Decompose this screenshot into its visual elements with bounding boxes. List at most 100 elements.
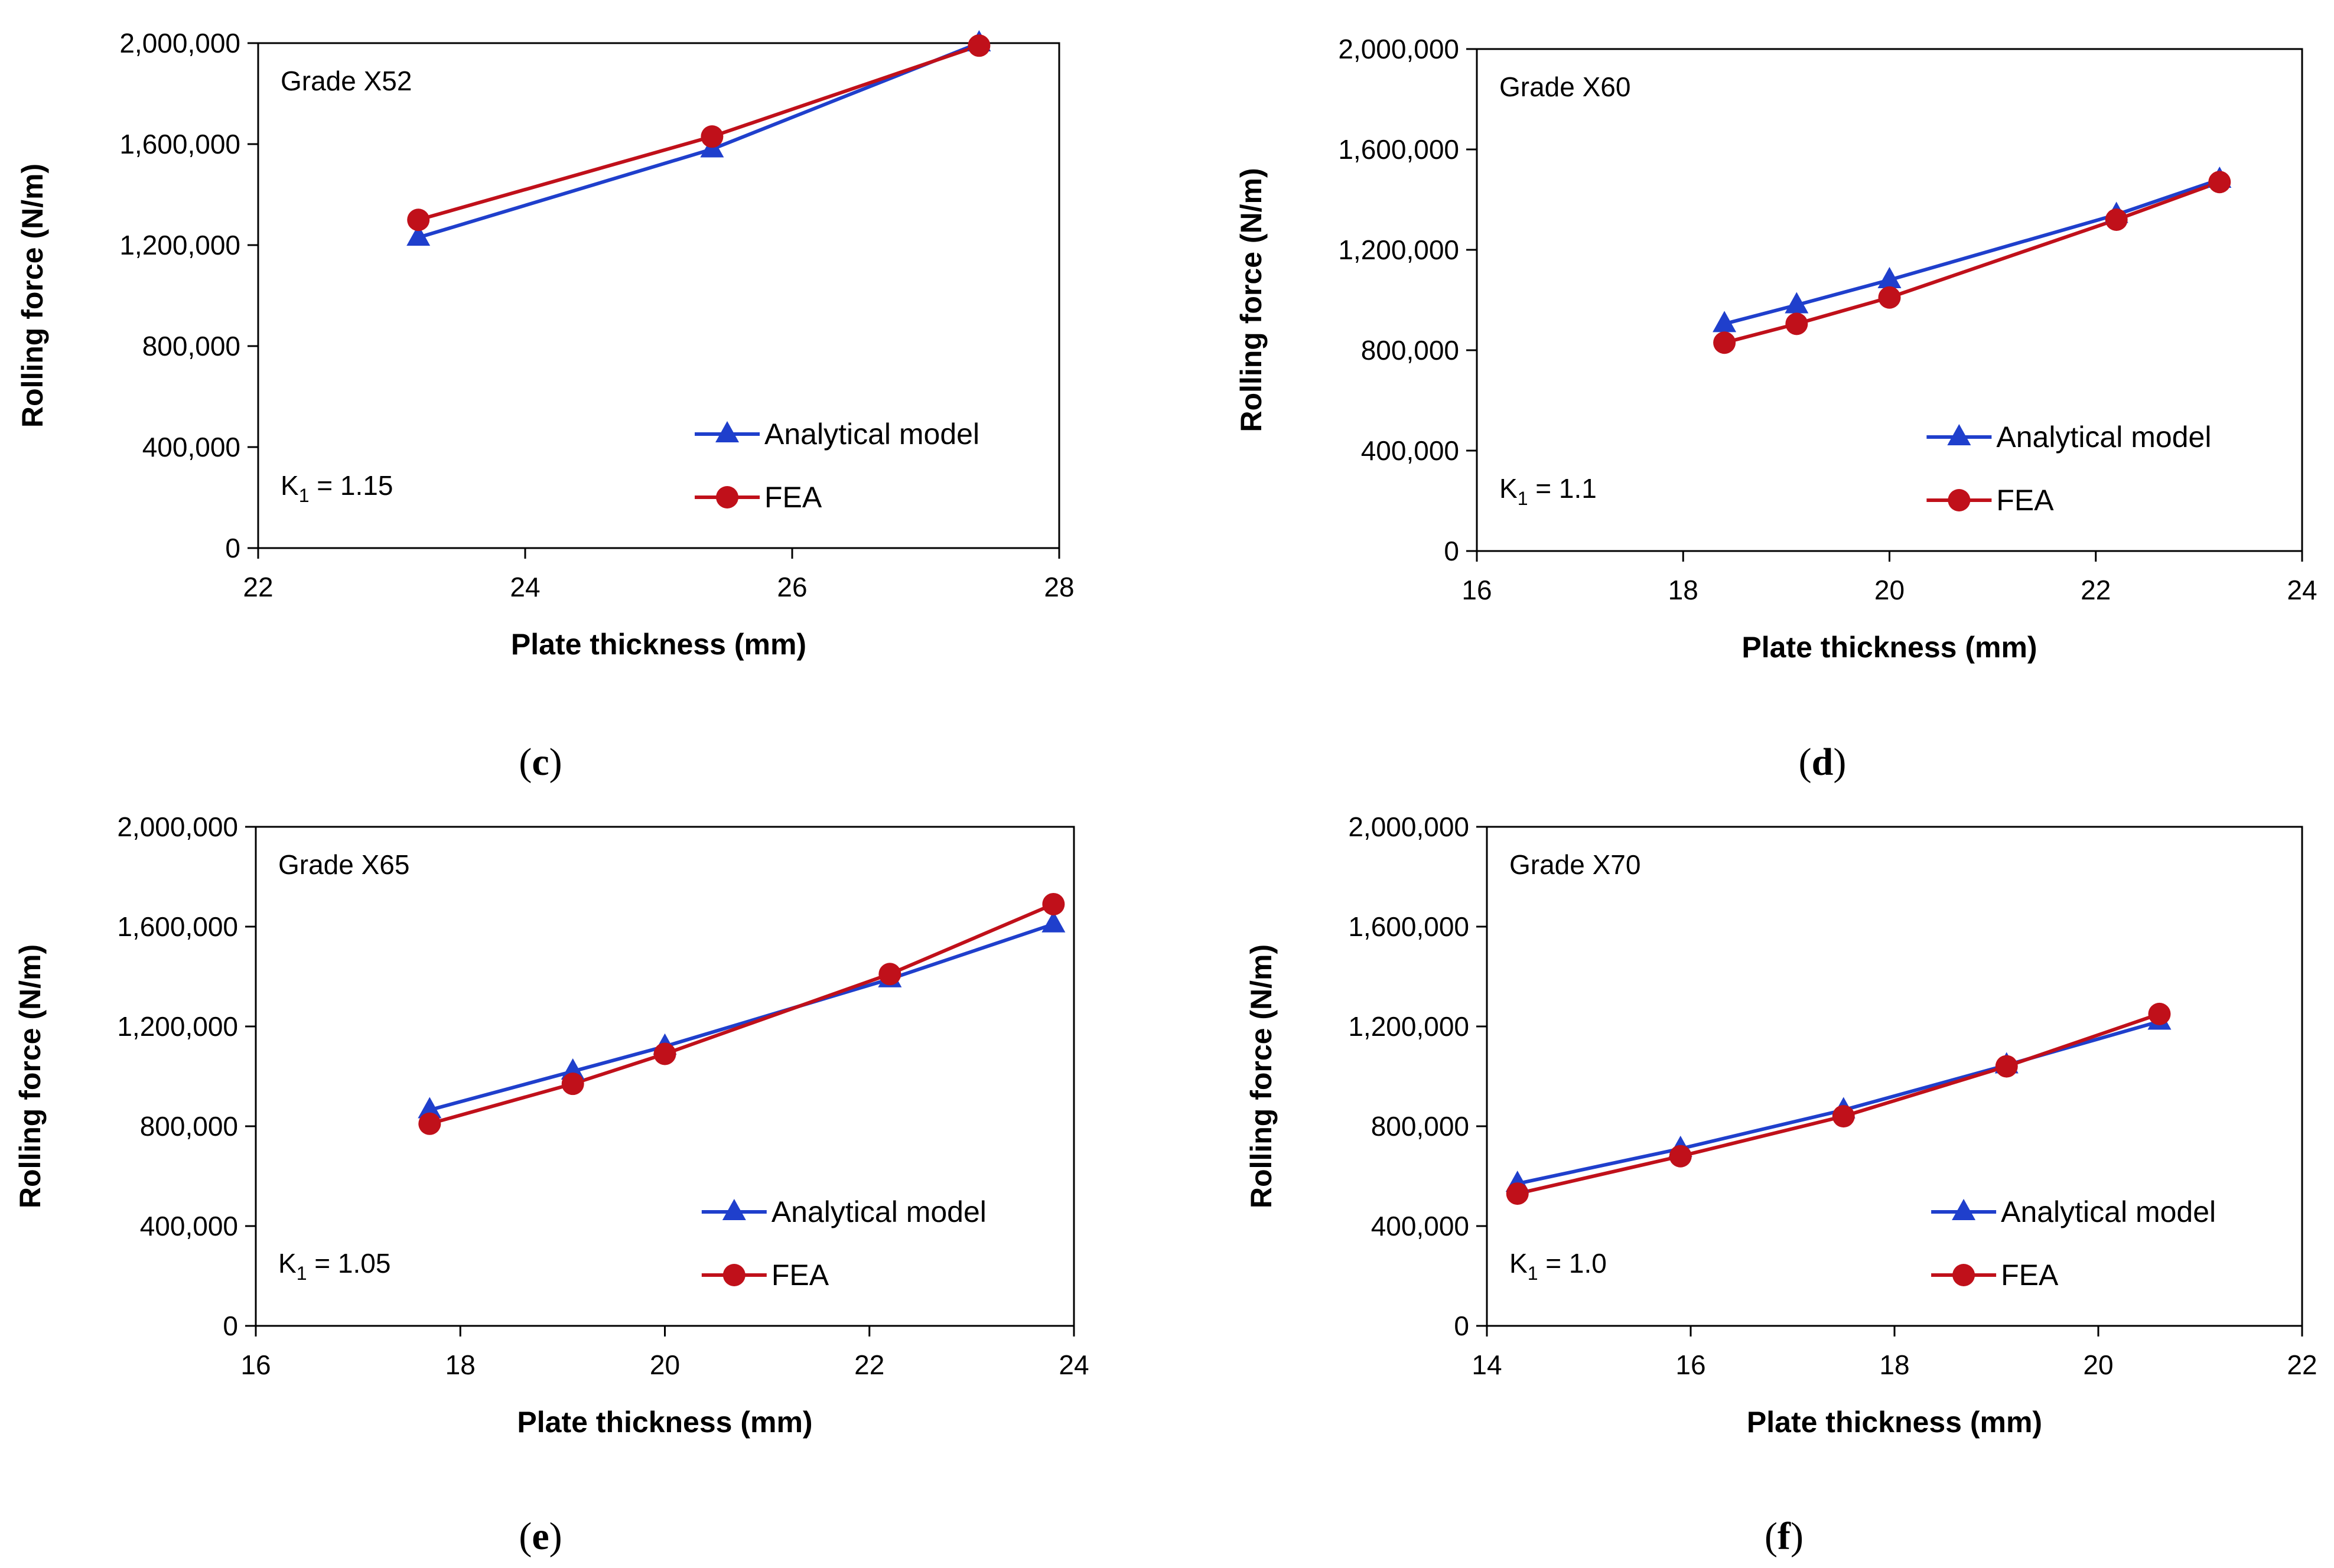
legend-marker-fea (1948, 489, 1971, 511)
plot-frame (257, 42, 1060, 549)
x-tick-label: 22 (854, 1349, 884, 1380)
data-point-fea (1042, 892, 1065, 915)
caption-letter: e (532, 1515, 549, 1558)
x-tick-label: 18 (1879, 1349, 1909, 1380)
data-point-fea (2208, 171, 2231, 194)
y-axis-title: Rolling force (N/m) (1245, 944, 1278, 1208)
plot-frame (1486, 826, 2303, 1327)
legend-label-fea: FEA (2001, 1259, 2059, 1292)
k1-subscript: 1 (299, 485, 310, 506)
data-point-analytical (1041, 911, 1066, 933)
data-point-analytical (418, 1097, 442, 1119)
data-point-analytical (1785, 292, 1809, 314)
chart-panel-d: 0 400,000 800,000 1,200,000 1,600,000 2,000,0… (1235, 34, 2317, 784)
series-line-fea (429, 902, 1054, 1126)
x-tick-label: 24 (510, 572, 540, 602)
chart-panel-c: 0 400,000 800,000 1,200,000 1,600,000 2,000,0… (16, 28, 1075, 784)
grade-annotation: Grade X65 (278, 849, 409, 880)
data-point-fea (407, 208, 430, 232)
caption-close: ) (1833, 741, 1846, 784)
y-tick-label: 1,600,000 (1348, 911, 1469, 942)
k1-subscript: 1 (297, 1263, 307, 1284)
caption-close: ) (549, 1515, 562, 1558)
legend-label-analytical: Analytical model (772, 1195, 987, 1228)
y-tick-label: 800,000 (1361, 335, 1459, 366)
y-tick-label: 2,000,000 (117, 811, 238, 842)
caption-letter: c (532, 741, 549, 784)
x-tick-label: 28 (1044, 572, 1074, 602)
caption-letter: f (1778, 1515, 1791, 1558)
data-point-fea (561, 1073, 584, 1096)
legend-marker-fea (722, 1264, 746, 1286)
y-tick-label: 400,000 (1371, 1211, 1469, 1241)
y-tick-label: 2,000,000 (119, 28, 240, 58)
y-tick-label: 1,600,000 (117, 911, 238, 942)
data-point-fea (418, 1112, 441, 1135)
caption-open: ( (519, 1515, 532, 1558)
data-point-fea (701, 125, 724, 148)
y-tick-label: 400,000 (142, 432, 240, 462)
chart-panel-f: 0 400,000 800,000 1,200,000 1,600,000 2,000,0… (1245, 811, 2317, 1558)
y-tick-label: 400,000 (1361, 435, 1459, 466)
legend-marker-analytical (1947, 424, 1971, 445)
grade-annotation: Grade X70 (1509, 849, 1640, 880)
series-line-fea (1517, 1012, 2160, 1195)
data-point-fea (2105, 208, 2128, 231)
y-tick-label: 1,600,000 (119, 129, 240, 159)
x-tick-label: 22 (243, 572, 273, 602)
y-axis-title: Rolling force (N/m) (16, 164, 49, 428)
y-tick-label: 400,000 (140, 1211, 238, 1241)
k1-annotation: K1 = 1.05 (278, 1248, 390, 1284)
legend-label-fea: FEA (1996, 484, 2054, 517)
k1-annotation: K1 = 1.15 (281, 470, 393, 506)
y-tick-label: 0 (1444, 536, 1459, 566)
y-tick-label: 2,000,000 (1348, 811, 1469, 842)
data-point-analytical (1713, 311, 1737, 332)
y-tick-label: 800,000 (140, 1111, 238, 1142)
y-tick-label: 800,000 (142, 331, 240, 361)
y-tick-label: 1,200,000 (1338, 234, 1459, 265)
legend-marker-analytical (1952, 1199, 1976, 1220)
x-tick-label: 16 (1675, 1349, 1705, 1380)
y-tick-label: 0 (1454, 1311, 1469, 1341)
data-point-fea (2148, 1002, 2171, 1025)
data-point-fea (653, 1042, 676, 1065)
caption-open: ( (1765, 1515, 1778, 1558)
legend-marker-analytical (722, 1199, 746, 1220)
x-tick-label: 24 (1059, 1349, 1089, 1380)
data-point-fea (1506, 1182, 1529, 1205)
x-tick-label: 16 (1461, 575, 1492, 605)
y-axis-title: Rolling force (N/m) (14, 944, 47, 1208)
k1-value: = 1.0 (1538, 1248, 1606, 1279)
k1-value: = 1.15 (309, 470, 393, 501)
k1-symbol: K (281, 470, 299, 501)
y-tick-label: 2,000,000 (1338, 34, 1459, 64)
data-point-fea (1713, 331, 1736, 354)
legend-marker-fea (1952, 1264, 1975, 1286)
data-point-analytical (1877, 267, 1902, 288)
series-line-analytical (429, 922, 1054, 1112)
data-point-fea (1785, 312, 1808, 335)
k1-subscript: 1 (1518, 488, 1528, 509)
panel-caption: (c) (519, 741, 562, 784)
k1-annotation: K1 = 1.0 (1509, 1248, 1607, 1284)
k1-symbol: K (1509, 1248, 1528, 1279)
x-axis-title: Plate thickness (mm) (517, 1406, 812, 1439)
x-tick-label: 22 (2081, 575, 2111, 605)
data-point-fea (1832, 1105, 1855, 1128)
y-tick-label: 1,200,000 (1348, 1011, 1469, 1042)
x-tick-label: 26 (777, 572, 807, 602)
k1-subscript: 1 (1528, 1263, 1538, 1284)
x-tick-label: 20 (650, 1349, 680, 1380)
x-tick-label: 14 (1472, 1349, 1502, 1380)
legend-label-analytical: Analytical model (2001, 1195, 2216, 1228)
caption-letter: d (1812, 741, 1834, 784)
x-tick-label: 18 (1668, 575, 1698, 605)
caption-open: ( (1799, 741, 1812, 784)
legend-label-analytical: Analytical model (1996, 420, 2211, 454)
legend-label-fea: FEA (764, 481, 822, 514)
panel-caption: (e) (519, 1515, 562, 1558)
y-tick-label: 1,200,000 (119, 230, 240, 260)
y-tick-label: 1,600,000 (1338, 134, 1459, 165)
